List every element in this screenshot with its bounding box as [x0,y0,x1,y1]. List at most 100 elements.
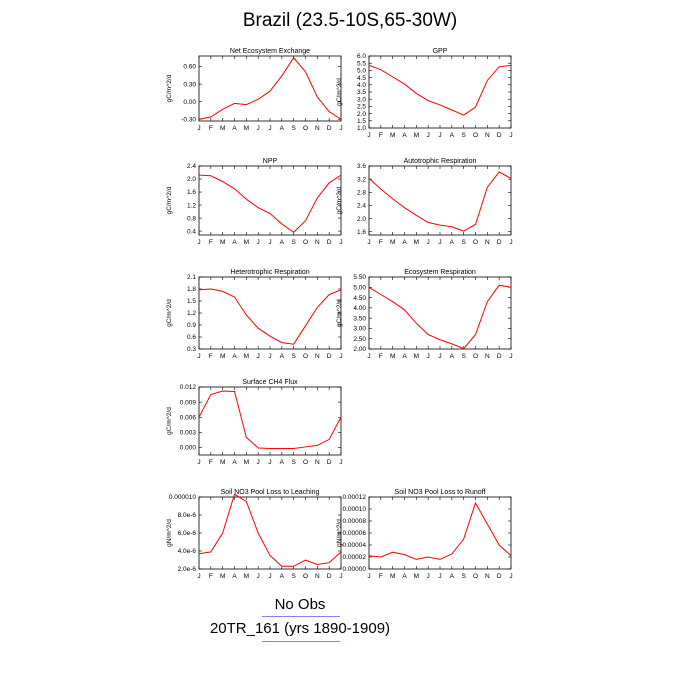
y-tick-label: 5.00 [353,284,366,291]
x-tick-label: J [257,125,260,132]
x-tick-label: D [497,132,502,139]
panel-title: Ecosystem Respiration [404,269,476,276]
x-tick-label: J [427,353,430,360]
x-tick-label: A [232,239,237,246]
x-tick-label: D [327,239,332,246]
y-tick-label: 8.0e-6 [178,512,197,519]
y-tick-label: 0.00002 [343,554,367,561]
x-tick-label: A [402,353,407,360]
y-tick-label: 3.0 [357,96,366,103]
x-tick-label: N [315,125,320,132]
x-tick-label: S [461,573,466,580]
y-tick-label: 0.009 [180,399,197,406]
x-tick-label: J [257,459,260,466]
x-tick-label: J [367,132,370,139]
y-tick-label: 2.00 [353,346,366,353]
y-tick-label: 0.4 [187,228,196,235]
y-axis-label: gC/m^2/d [166,407,173,435]
y-tick-label: 0.00000 [343,566,367,573]
x-tick-label: J [367,353,370,360]
y-tick-label: 2.0 [357,216,366,223]
x-tick-label: S [461,132,466,139]
x-tick-label: A [232,459,237,466]
y-axis-label: gC/m^2/d [166,186,173,214]
x-tick-label: J [427,573,430,580]
x-tick-label: S [461,239,466,246]
x-tick-label: A [450,132,455,139]
x-tick-label: J [268,239,271,246]
x-tick-label: J [257,239,260,246]
x-tick-label: J [367,573,370,580]
y-tick-label: 0.00004 [343,542,367,549]
x-tick-label: N [315,239,320,246]
x-tick-label: N [485,239,490,246]
x-tick-label: M [390,132,395,139]
x-tick-label: F [209,573,213,580]
y-tick-label: 0.8 [187,215,196,222]
x-tick-label: M [220,573,225,580]
x-tick-label: J [197,573,200,580]
y-axis-label: gC/m^2/d [166,299,173,327]
x-tick-label: D [497,239,502,246]
x-tick-label: S [291,239,296,246]
x-tick-label: M [220,459,225,466]
y-tick-label: 2.5 [357,104,366,111]
x-tick-label: J [509,239,512,246]
x-tick-label: A [450,573,455,580]
series-line [198,288,342,345]
x-tick-label: J [257,353,260,360]
plot-frame [198,276,342,350]
x-tick-label: D [497,353,502,360]
y-tick-label: -0.30 [181,116,196,123]
x-tick-label: N [315,573,320,580]
x-tick-label: D [327,573,332,580]
x-tick-label: S [291,573,296,580]
x-tick-label: J [438,353,441,360]
x-tick-label: O [303,125,308,132]
x-tick-label: A [280,239,285,246]
y-tick-label: 5.5 [357,60,366,67]
x-tick-label: J [339,239,342,246]
x-tick-label: O [473,573,478,580]
plot-frame [198,496,342,570]
x-tick-label: F [379,132,383,139]
y-tick-label: 1.5 [357,118,366,125]
x-tick-label: F [209,353,213,360]
x-tick-label: A [232,125,237,132]
y-tick-label: 1.5 [187,298,196,305]
y-tick-label: 0.60 [183,64,196,71]
x-tick-label: M [220,125,225,132]
y-tick-label: 0.00012 [343,494,367,501]
x-tick-label: M [244,459,249,466]
y-tick-label: 3.50 [353,315,366,322]
x-tick-label: A [402,132,407,139]
x-tick-label: J [427,132,430,139]
x-tick-label: J [268,353,271,360]
y-axis-label: gC/m^2/d [166,74,173,102]
y-tick-label: 0.6 [187,334,196,341]
legend-label-obs: No Obs [274,596,326,613]
x-tick-label: M [244,239,249,246]
y-tick-label: 1.8 [187,286,196,293]
x-tick-label: J [339,353,342,360]
panel-title: Soil NO3 Pool Loss to Runoff [395,489,486,496]
y-tick-label: 2.50 [353,336,366,343]
y-tick-label: 3.2 [357,176,366,183]
x-tick-label: O [303,353,308,360]
x-tick-label: A [402,573,407,580]
y-tick-label: 0.00006 [343,530,367,537]
x-tick-label: J [197,125,200,132]
y-tick-label: 1.2 [187,310,196,317]
x-tick-label: J [438,239,441,246]
x-tick-label: J [509,353,512,360]
panel-title: NPP [263,158,278,165]
legend-line-model [262,641,340,642]
x-tick-label: F [209,239,213,246]
x-tick-label: N [485,132,490,139]
y-tick-label: 1.2 [187,202,196,209]
